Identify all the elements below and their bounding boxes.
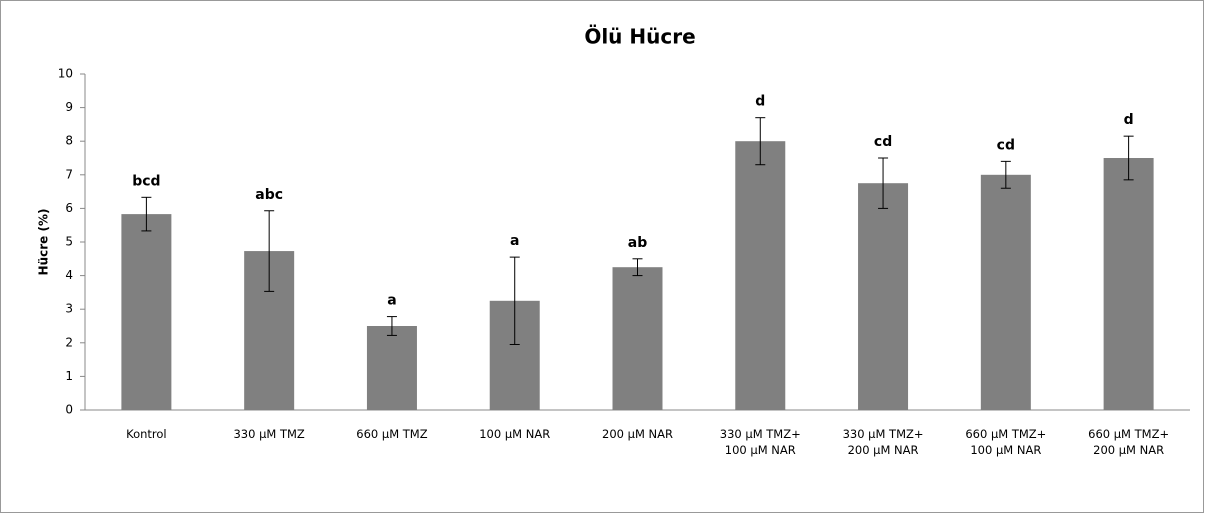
bar <box>735 141 786 410</box>
annotation: d <box>1124 112 1134 128</box>
y-tick-label: 2 <box>65 335 73 349</box>
x-tick-label: 660 µM TMZ+ 200 µM NAR <box>1088 427 1170 457</box>
y-axis-label: Hücre (%) <box>37 209 51 276</box>
bar <box>366 326 417 410</box>
bar <box>1103 158 1154 410</box>
chart-title: Ölü Hücre <box>584 25 695 49</box>
x-tick-label: 660 µM TMZ+ 100 µM NAR <box>965 427 1047 457</box>
y-tick-label: 3 <box>65 302 73 316</box>
x-tick-label: 330 µM TMZ+ 200 µM NAR <box>842 427 924 457</box>
annotation: cd <box>997 137 1015 153</box>
bar <box>980 174 1031 410</box>
x-tick-label: Kontrol <box>126 427 167 441</box>
annotation: ab <box>628 235 647 251</box>
y-tick-label: 9 <box>65 100 73 114</box>
x-tick-label: 100 µM NAR <box>479 427 551 441</box>
y-tick-label: 4 <box>65 268 73 282</box>
x-tick-label: 660 µM TMZ <box>356 427 428 441</box>
annotation: cd <box>874 134 892 150</box>
annotation: bcd <box>132 173 160 189</box>
annotation: a <box>510 233 519 249</box>
y-tick-label: 5 <box>65 235 73 249</box>
bar <box>858 183 909 410</box>
bar <box>612 267 663 410</box>
y-tick-label: 1 <box>65 369 73 383</box>
y-tick-label: 6 <box>65 201 73 215</box>
y-tick-label: 10 <box>58 67 73 81</box>
annotation: a <box>387 293 396 309</box>
x-tick-label: 200 µM NAR <box>602 427 673 441</box>
y-tick-label: 8 <box>65 134 73 148</box>
annotation: d <box>755 94 765 110</box>
x-tick-label: 330 µM TMZ <box>233 427 305 441</box>
y-tick-label: 7 <box>65 167 73 181</box>
bar <box>121 214 172 410</box>
y-tick-label: 0 <box>65 403 73 417</box>
annotation: abc <box>255 187 283 203</box>
x-tick-label: 330 µM TMZ+ 100 µM NAR <box>719 427 801 457</box>
